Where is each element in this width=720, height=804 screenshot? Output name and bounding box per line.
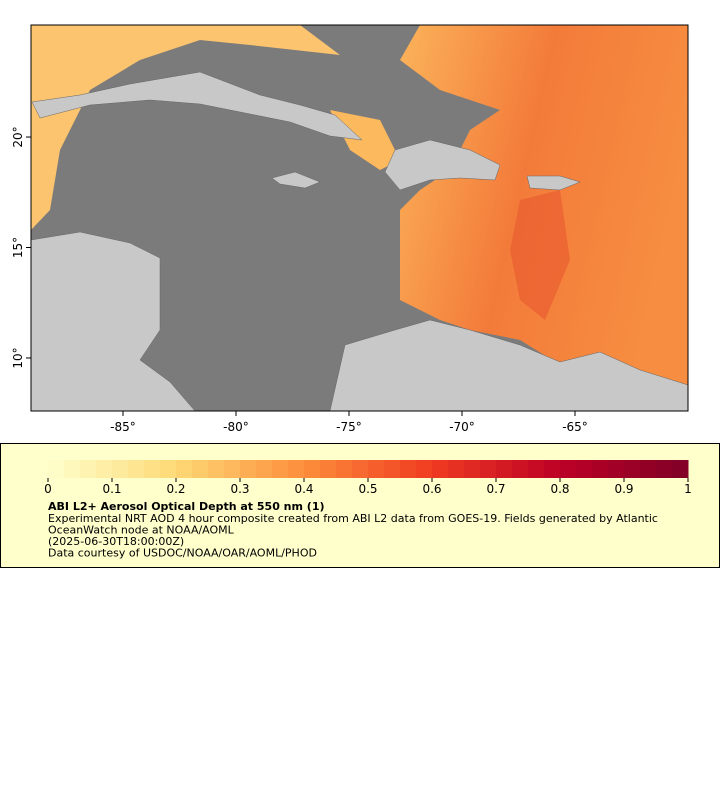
aerosol-cuba [330, 110, 400, 170]
land-south-america [329, 319, 688, 411]
colorbar-tick-label: 0.8 [550, 482, 569, 496]
colorbar-tick-label: 0.3 [230, 482, 249, 496]
legend-line: Data courtesy of USDOC/NOAA/OAR/AOML/PHO… [48, 547, 317, 560]
colorbar-segment [656, 460, 673, 478]
colorbar-segment [352, 460, 369, 478]
colorbar-segment [368, 460, 385, 478]
colorbar-segment [432, 460, 449, 478]
colorbar-segment [336, 460, 353, 478]
colorbar-segment [416, 460, 433, 478]
axes: -85° -80° -75° -70° -65° 10° 15° 20° [11, 126, 588, 434]
colorbar-segment [160, 460, 177, 478]
colorbar-segment [608, 460, 625, 478]
colorbar-segment [464, 460, 481, 478]
colorbar-segment [624, 460, 641, 478]
colorbar-tick-label: 0.7 [486, 482, 505, 496]
colorbar-segment [80, 460, 97, 478]
colorbar-segment [288, 460, 305, 478]
colorbar-segment [272, 460, 289, 478]
x-tick-label: -80° [223, 420, 249, 434]
aerosol-core [510, 190, 570, 320]
colorbar-segment [240, 460, 257, 478]
colorbar-segment [576, 460, 593, 478]
colorbar-segment [320, 460, 337, 478]
colorbar-tick-label: 0.1 [102, 482, 121, 496]
y-tick-label: 15° [11, 237, 25, 258]
legend-line: Experimental NRT AOD 4 hour composite cr… [48, 512, 658, 525]
colorbar-segment [544, 460, 561, 478]
land-hispaniola [384, 139, 501, 191]
colorbar-segment [208, 460, 225, 478]
colorbar-segment [192, 460, 209, 478]
x-tick-label: -65° [562, 420, 588, 434]
land-jamaica [271, 171, 321, 189]
land-central-america [31, 231, 196, 411]
colorbar-segment [96, 460, 113, 478]
colorbar-segment [672, 460, 689, 478]
y-tick-label: 20° [11, 126, 25, 147]
x-tick-label: -75° [336, 420, 362, 434]
colorbar-segment [144, 460, 161, 478]
colorbar-segment [512, 460, 529, 478]
colorbar-segment [224, 460, 241, 478]
colorbar-segment [384, 460, 401, 478]
legend-title: ABI L2+ Aerosol Optical Depth at 550 nm … [48, 500, 325, 513]
colorbar-segment [48, 460, 65, 478]
legend-line: OceanWatch node at NOAA/AOML [48, 524, 235, 537]
x-tick-label: -70° [449, 420, 475, 434]
colorbar-segment [112, 460, 129, 478]
colorbar-tick-label: 0.9 [614, 482, 633, 496]
plot-frame [30, 24, 689, 412]
colorbar-segment [448, 460, 465, 478]
colorbar-tick-label: 0.2 [166, 482, 185, 496]
colorbar-segment [560, 460, 577, 478]
x-tick-label: -85° [110, 420, 136, 434]
colorbar-segment [128, 460, 145, 478]
colorbar-segment [640, 460, 657, 478]
colorbar-segment [496, 460, 513, 478]
aerosol-west [31, 25, 340, 230]
colorbar-tick-label: 0.4 [294, 482, 313, 496]
colorbar-segment [480, 460, 497, 478]
y-tick-label: 10° [11, 347, 25, 368]
colorbar-segment [400, 460, 417, 478]
colorbar-tick-label: 0.5 [358, 482, 377, 496]
colorbar-segment [256, 460, 273, 478]
colorbar-segment [528, 460, 545, 478]
map-image [31, 25, 688, 411]
land-puerto-rico [526, 175, 581, 191]
colorbar-tick-label: 0.6 [422, 482, 441, 496]
colorbar-tick-label: 0 [44, 482, 52, 496]
colorbar-segment [592, 460, 609, 478]
colorbar-segment [304, 460, 321, 478]
legend: ABI L2+ Aerosol Optical Depth at 550 nm … [44, 460, 692, 560]
colorbar-segment [176, 460, 193, 478]
land-cuba [31, 71, 363, 141]
colorbar-tick-label: 1 [684, 482, 692, 496]
legend-line: (2025-06-30T18:00:00Z) [48, 535, 184, 548]
colorbar-segment [64, 460, 81, 478]
